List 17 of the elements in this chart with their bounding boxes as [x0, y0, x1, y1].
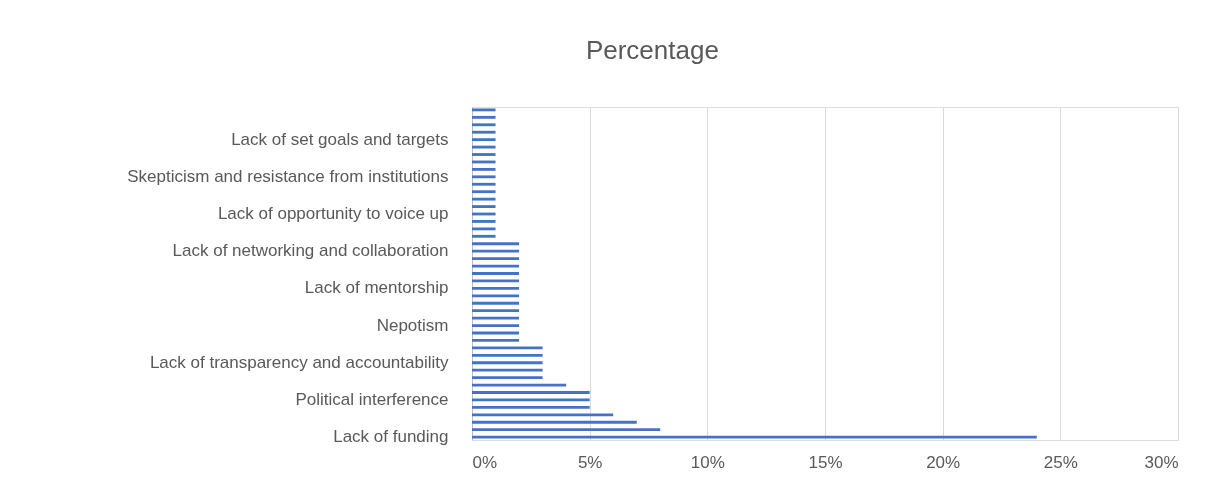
- y-tick-label: Lack of set goals and targets: [231, 129, 449, 149]
- y-tick-label: Skepticism and resistance from institutions: [127, 166, 449, 186]
- y-tick-label: Nepotism: [376, 315, 449, 335]
- x-tick-label: 15%: [808, 452, 843, 472]
- x-tick-label: 20%: [926, 452, 961, 472]
- chart-title: Percentage: [585, 35, 719, 66]
- x-tick-label: 10%: [690, 452, 725, 472]
- y-tick-label: Lack of opportunity to voice up: [217, 204, 449, 224]
- x-tick-label: 25%: [1043, 452, 1078, 472]
- y-tick-label: Lack of networking and collaboration: [172, 241, 449, 261]
- y-tick-label: Lack of funding: [333, 427, 449, 447]
- x-tick-label: 5%: [577, 452, 603, 472]
- x-tick-label: 30%: [1144, 452, 1179, 472]
- y-tick-label: Lack of mentorship: [304, 278, 449, 298]
- y-tick-label: Lack of transparency and accountability: [149, 352, 449, 372]
- x-tick-label: 0%: [472, 452, 498, 472]
- y-tick-label: Political interference: [295, 389, 449, 409]
